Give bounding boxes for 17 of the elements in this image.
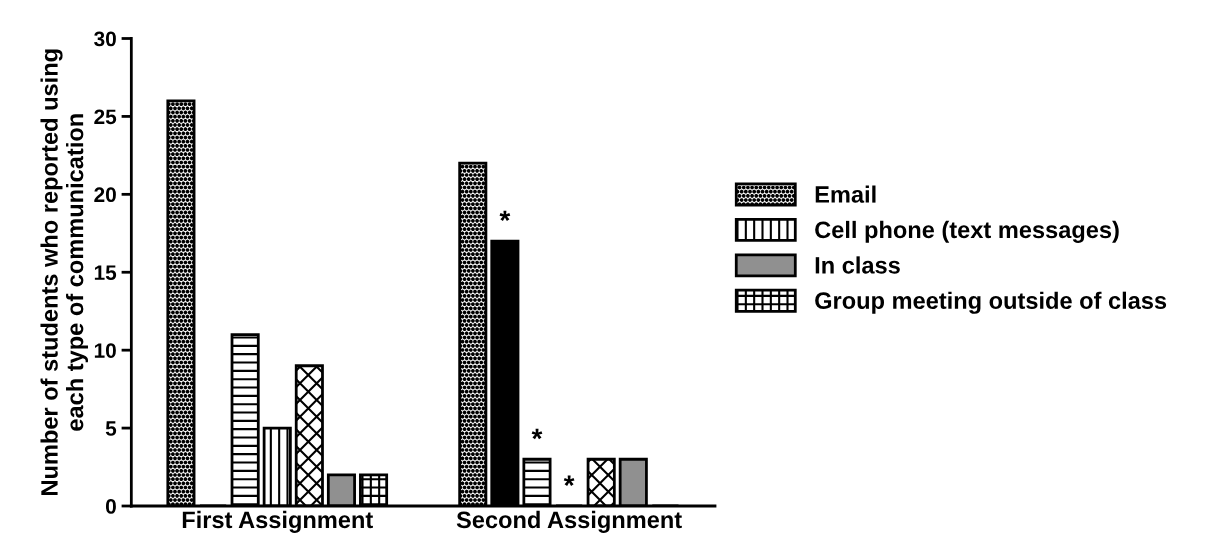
y-tick-label: 20 xyxy=(94,187,116,203)
y-axis-title: Number of students who reported using each type of communication xyxy=(40,49,89,495)
x-tick-label: First Assignment xyxy=(182,510,373,533)
annotation: * xyxy=(499,210,511,221)
y-tick-label: 5 xyxy=(105,421,117,436)
legend-label: Cell phone (text messages) xyxy=(815,220,1119,243)
y-tick-label: 30 xyxy=(94,31,116,47)
annotation: * xyxy=(531,428,543,440)
x-tick-label: Second Assignment xyxy=(456,510,682,533)
y-tick-label: 0 xyxy=(105,499,116,514)
annotation: * xyxy=(563,475,575,486)
legend-label: In class xyxy=(815,256,900,274)
legend-label: Group meeting outside of class xyxy=(815,291,1167,314)
y-tick-label: 15 xyxy=(94,265,117,280)
legend-label: Email xyxy=(815,185,876,203)
y-tick-label: 10 xyxy=(94,343,116,358)
y-tick-label: 25 xyxy=(94,109,117,125)
